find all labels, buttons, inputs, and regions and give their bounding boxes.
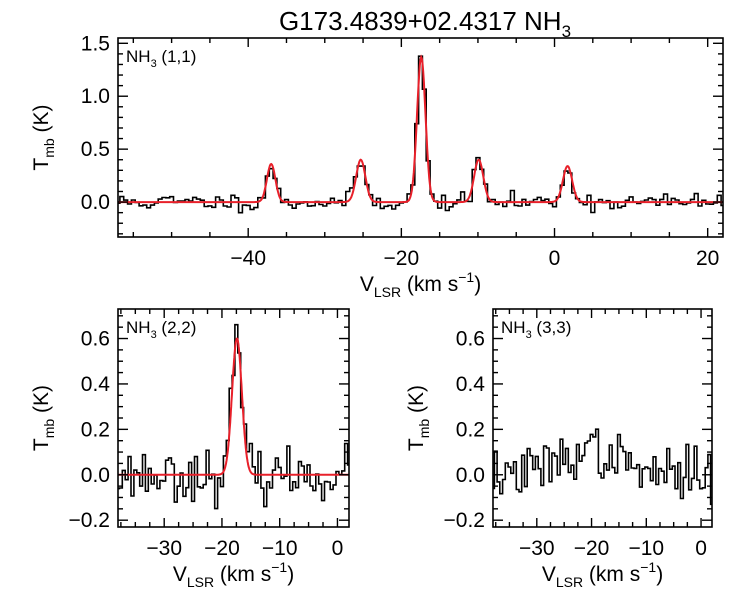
panel-label: NH3 (2,2)	[126, 318, 196, 341]
y-axis-label: Tmb (K)	[30, 385, 57, 451]
y-tick-label: 1.0	[81, 85, 110, 108]
x-tick-label: 0	[695, 537, 707, 560]
x-tick-label: −10	[628, 537, 664, 560]
x-tick-label: −20	[384, 247, 420, 270]
plot-frame	[492, 308, 713, 528]
y-tick-label: 1.5	[81, 32, 110, 55]
y-tick-label: 0.4	[81, 373, 111, 396]
gaussian-fit-line	[118, 54, 723, 204]
y-tick-label: 0.0	[81, 464, 110, 487]
gaussian-fit-line	[118, 337, 349, 476]
x-tick-label: −20	[574, 537, 610, 560]
x-tick-label: 0	[332, 537, 344, 560]
x-axis-label: VLSR (km s−1)	[360, 269, 481, 300]
y-tick-label: 0.0	[81, 191, 110, 214]
x-tick-label: 20	[696, 247, 719, 270]
x-tick-label: −40	[230, 247, 266, 270]
x-tick-label: 0	[549, 247, 561, 270]
spectrum-step-line	[118, 55, 723, 214]
panel-label: NH3 (1,1)	[126, 47, 196, 70]
plot-frame	[117, 37, 724, 238]
y-tick-label: −0.2	[444, 509, 485, 532]
figure-title-main: G173.4839+02.4317 NH	[279, 6, 562, 36]
y-axis-label: Tmb (K)	[30, 104, 57, 170]
panel-nh3-22: −30 −20 −10 0 −0.2 0.0 0.2 0.4 0.6 NH3 (2,2) VLSR …	[30, 308, 350, 590]
y-tick-label: 0.0	[456, 464, 485, 487]
y-tick-label: 0.2	[456, 418, 485, 441]
y-tick-label: 0.6	[81, 328, 110, 351]
panel-nh3-11: −40 −20 0 20 0.0 0.5 1.0 1.5 NH3 (1,1) VLSR (km s…	[30, 32, 724, 300]
spectrum-step-line	[493, 428, 712, 506]
y-tick-label: 0.4	[456, 373, 486, 396]
x-tick-label: −30	[519, 537, 555, 560]
x-axis-label: VLSR (km s−1)	[542, 559, 663, 590]
figure-title: G173.4839+02.4317 NH3	[279, 6, 571, 41]
y-tick-label: −0.2	[69, 509, 110, 532]
x-axis-label: VLSR (km s−1)	[173, 559, 294, 590]
x-tick-label: −20	[204, 537, 240, 560]
figure-title-subscript: 3	[562, 22, 571, 41]
x-tick-label: −30	[146, 537, 182, 560]
spectrum-step-line	[118, 323, 349, 510]
plot-frame	[117, 308, 350, 528]
y-tick-label: 0.2	[81, 418, 110, 441]
panel-label: NH3 (3,3)	[501, 318, 571, 341]
panel-nh3-33: −30 −20 −10 0 −0.2 0.0 0.2 0.4 0.6 NH3 (3,3) VLSR …	[405, 308, 713, 590]
y-axis-label: Tmb (K)	[405, 385, 432, 451]
y-tick-label: 0.5	[81, 138, 110, 161]
x-tick-label: −10	[262, 537, 298, 560]
y-tick-label: 0.6	[456, 328, 485, 351]
